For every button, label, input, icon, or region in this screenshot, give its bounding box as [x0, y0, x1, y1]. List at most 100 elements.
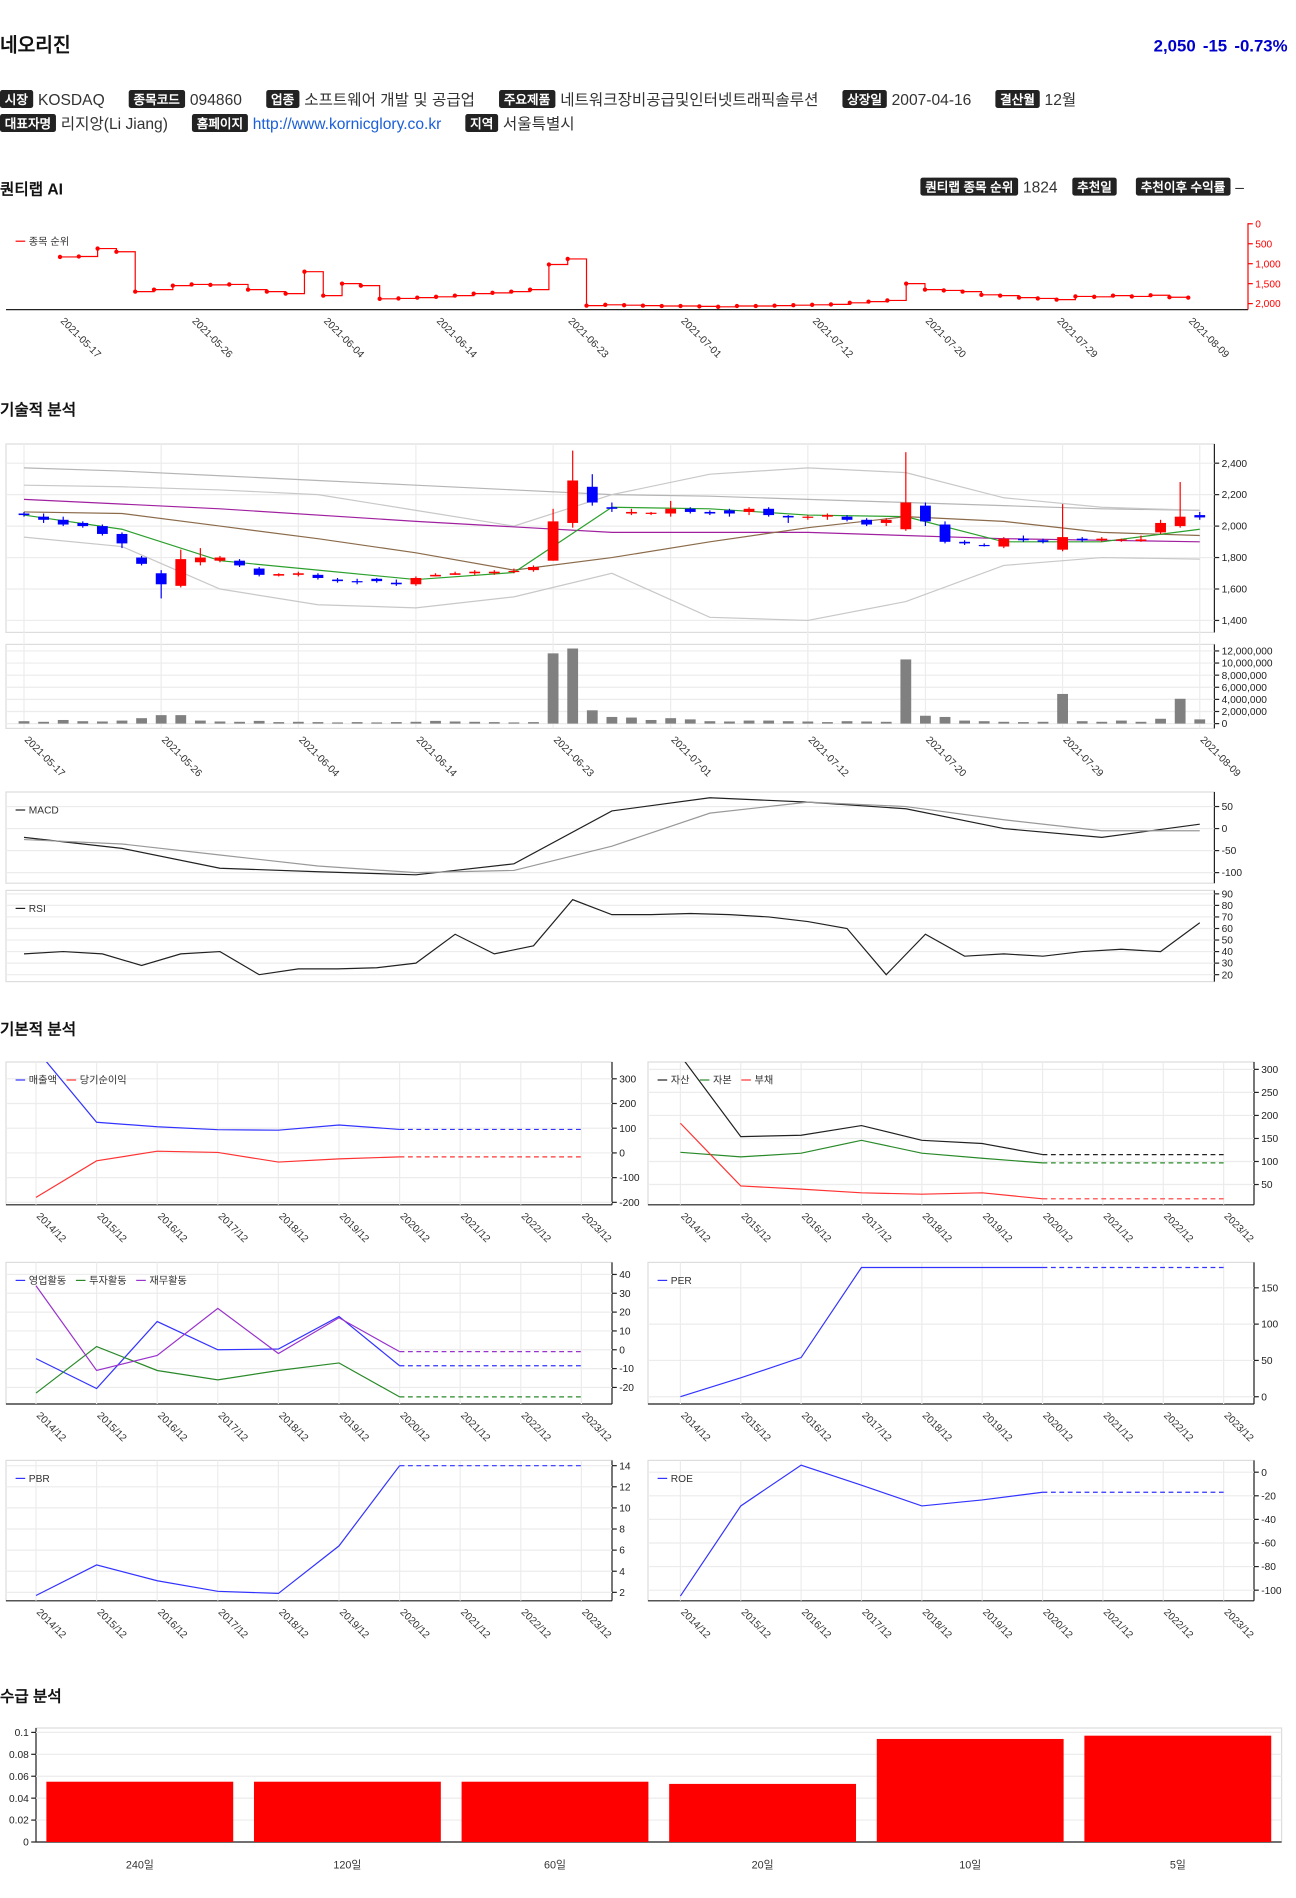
badge-text: 추천일	[1077, 179, 1112, 194]
series-line	[45, 1062, 400, 1131]
volume-bar	[1057, 693, 1068, 724]
candle-body	[1194, 515, 1206, 518]
volume-bar	[116, 720, 128, 724]
x-tick-label: 2015/12	[739, 1410, 773, 1444]
candle-body	[978, 544, 990, 547]
indicator-line	[23, 536, 1200, 622]
rank-point	[1073, 294, 1078, 299]
volume-bar	[528, 722, 539, 724]
volume-bar	[253, 720, 265, 724]
volume-bar	[900, 659, 912, 724]
y-tick-label: 80	[1222, 901, 1234, 912]
candle-body	[508, 570, 520, 573]
candle-body	[547, 521, 559, 561]
candle-body	[292, 573, 304, 575]
y-tick-label: 6,000,000	[1222, 683, 1268, 694]
y-tick-label: 300	[619, 1074, 636, 1085]
candle-body	[116, 533, 128, 544]
candle-body	[822, 515, 833, 517]
rank-point	[810, 302, 815, 307]
candle-body	[528, 566, 539, 571]
y-tick-label: 0	[1222, 719, 1228, 730]
candle-body	[763, 508, 775, 516]
series-line	[35, 1315, 400, 1390]
rank-point	[133, 289, 138, 294]
y-tick-label: 4,000,000	[1222, 695, 1268, 706]
section-title: 기술적 분석	[0, 401, 76, 419]
y-tick-label: 250	[1261, 1088, 1278, 1099]
badge-text: 상장일	[847, 92, 882, 107]
candle-body	[1115, 539, 1127, 541]
candle-body	[410, 577, 422, 585]
volume-bar	[194, 720, 206, 724]
rank-point	[321, 293, 326, 298]
y-tick-label: 2,200	[1222, 490, 1248, 501]
volume-bar	[38, 721, 49, 724]
x-tick-label: 2017/12	[216, 1607, 250, 1641]
y-tick-label: 0	[1261, 1392, 1267, 1403]
badge-text: 시장	[5, 92, 29, 107]
indicator-line	[23, 511, 1200, 571]
series-line	[35, 1465, 401, 1597]
candle-body	[57, 519, 69, 525]
info-value: 리지앙(Li Jiang)	[61, 115, 168, 133]
volume-bar	[234, 721, 245, 724]
section-title: 수급 분석	[0, 1688, 62, 1706]
volume-area	[5, 643, 1215, 729]
info-value: 12월	[1045, 91, 1077, 109]
y-tick-label: 200	[619, 1099, 636, 1110]
rank-point	[659, 303, 664, 309]
volume-bar	[626, 717, 637, 724]
series-line	[35, 1285, 400, 1372]
badge-text: 결산월	[1000, 92, 1035, 107]
badge-bg	[920, 177, 1019, 196]
info-value: KOSDAQ	[38, 92, 105, 109]
badge-bg	[995, 90, 1040, 108]
volume-bar	[312, 722, 324, 724]
volume-bar	[371, 722, 383, 724]
y-tick-label: 50	[1261, 1180, 1273, 1191]
price: 2,050	[1154, 37, 1196, 56]
x-tick-label: 2021-07-01	[669, 735, 714, 780]
candle-body	[724, 510, 735, 514]
candle-body	[214, 557, 226, 561]
x-tick-label: 2019/12	[337, 1607, 371, 1641]
info-value: 094860	[190, 92, 242, 109]
x-tick-label: 2022/12	[519, 1410, 553, 1444]
y-tick-label: -20	[1261, 1491, 1276, 1502]
y-tick-label: 60	[1222, 924, 1234, 935]
y-tick-label: -200	[619, 1198, 640, 1209]
candle-body	[430, 574, 441, 577]
x-tick-label: 2021-06-23	[551, 735, 596, 780]
volume-bar	[96, 721, 108, 724]
rank-point	[621, 303, 627, 308]
candle-body	[665, 508, 677, 514]
y-tick-label: 1,800	[1222, 553, 1248, 564]
x-tick-label: 5일	[1170, 1857, 1186, 1871]
volume-bar	[1155, 718, 1166, 724]
candle-body	[449, 573, 461, 575]
rank-point	[57, 254, 63, 260]
y-tick-label: 2,000	[1222, 522, 1248, 533]
homepage-link[interactable]: http://www.kornicglory.co.kr	[253, 116, 442, 133]
badge-bg	[499, 90, 556, 108]
volume-bar	[469, 721, 481, 724]
x-tick-label: 2021/12	[458, 1607, 492, 1641]
info-value: 소프트웨어 개발 및 공급업	[304, 91, 475, 109]
y-tick-label: 10	[619, 1327, 631, 1338]
x-tick-label: 2018/12	[276, 1607, 310, 1641]
rank-point	[584, 303, 589, 308]
candle-body	[586, 486, 598, 503]
y-tick-label: 90	[1222, 889, 1234, 900]
x-tick-label: 2019/12	[980, 1211, 1014, 1245]
rank-point	[1110, 293, 1116, 298]
x-tick-label: 2021/12	[458, 1410, 492, 1444]
x-tick-label: 2014/12	[678, 1211, 712, 1245]
badge-text: 지역	[470, 116, 493, 131]
legend-label: 매출액	[29, 1075, 57, 1087]
candle-body	[900, 502, 912, 530]
volume-bar	[214, 721, 226, 724]
x-tick-label: 120일	[333, 1857, 361, 1871]
rank-point	[509, 289, 514, 294]
x-tick-label: 2018/12	[276, 1211, 310, 1245]
